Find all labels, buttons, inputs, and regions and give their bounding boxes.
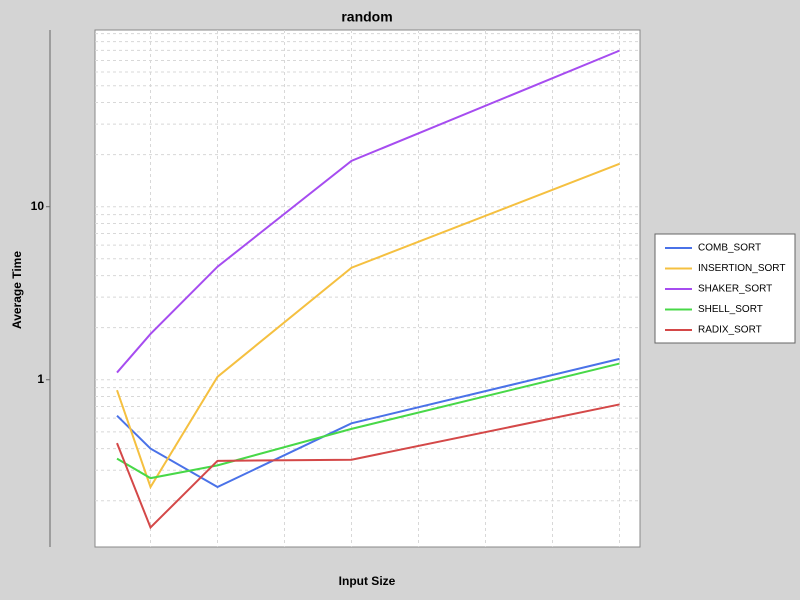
- y-tick-label: 1: [37, 372, 44, 386]
- legend-label: SHAKER_SORT: [698, 284, 772, 295]
- series-line: [116, 162, 620, 490]
- legend-label: SHELL_SORT: [698, 304, 763, 315]
- y-tick-label: 10: [31, 199, 45, 213]
- x-axis-label: Input Size: [339, 574, 396, 588]
- chart-title: random: [341, 9, 392, 25]
- legend-label: RADIX_SORT: [698, 325, 762, 336]
- legend-label: INSERTION_SORT: [698, 263, 785, 274]
- plot-area: [94, 29, 641, 548]
- series-line: [116, 362, 620, 480]
- series-line: [116, 403, 620, 530]
- legend-label: COMB_SORT: [698, 243, 761, 254]
- series-line: [116, 49, 620, 374]
- y-axis-label: Average Time: [10, 251, 24, 329]
- series-line: [116, 357, 620, 489]
